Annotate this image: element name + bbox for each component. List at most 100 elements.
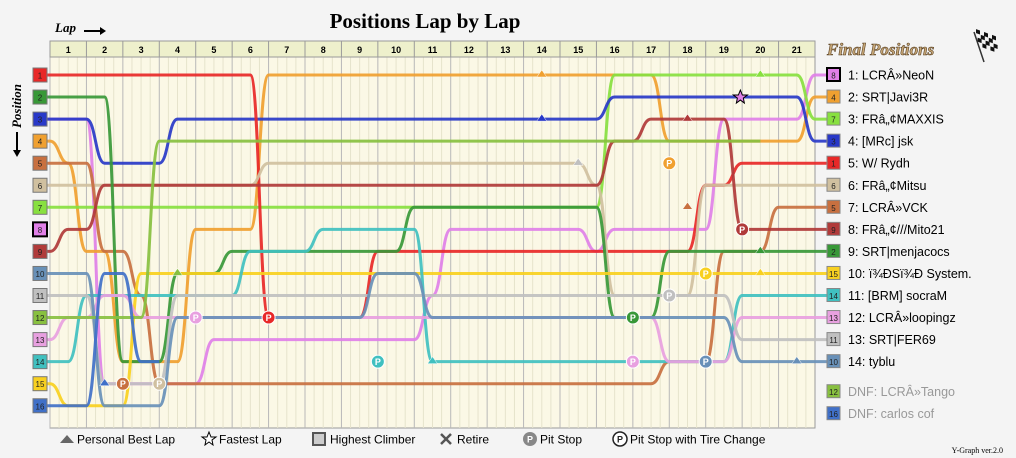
lap-number: 14 [537,45,547,55]
chart-title: Positions Lap by Lap [330,9,521,33]
final-grid-number: 3 [831,138,836,147]
lap-number: 5 [211,45,216,55]
fastest-lap-star [731,88,749,105]
final-grid-box [826,221,841,236]
highest-climber-icon [312,432,326,446]
pit-stop-label: P [266,313,272,323]
final-driver-label: 8: FRâ„¢///Mito21 [848,223,945,237]
pit-stop-label: P [703,269,709,279]
final-grid-number: 9 [831,226,836,235]
x-axis-label: Lap [54,20,76,35]
dnf-grid-number: 16 [829,410,838,419]
personal-best-icon [60,435,74,443]
pit-stop-marker [662,288,677,303]
final-driver-label: 2: SRT|Javi3R [848,91,928,105]
legend-label: Fastest Lap [219,433,282,447]
best-lap-marker [172,268,183,276]
lap-number: 8 [321,45,326,55]
series-line [46,95,835,364]
grid-position-box [32,177,48,193]
dnf-grid-number: 12 [829,388,838,397]
pit-stop-tire-icon: P [612,431,628,447]
final-grid-box [826,199,841,214]
pit-stop-label: P [156,379,162,389]
series-lines [46,73,835,408]
grid-position-number: 8 [38,226,43,235]
legend-label: Pit Stop [540,433,582,447]
final-driver-label: 9: SRT|menjacocs [848,245,950,259]
grid-position-box [32,265,48,281]
final-driver-label: 5: W/ Rydh [848,157,910,171]
lap-number: 9 [357,45,362,55]
grid-position-box [32,376,48,392]
grid-position-box [32,155,48,171]
final-grid-box [826,177,841,192]
grid-position-number: 15 [36,380,45,389]
lap-number: 11 [428,45,438,55]
final-grid-number: 11 [829,336,838,345]
pit-stop-label: P [120,379,126,389]
final-positions-title: Final Positions [826,40,935,59]
pit-stop-marker [735,222,750,237]
grid-position-number: 7 [38,204,43,213]
grid-position-box [32,89,48,105]
pit-stop-marker [370,354,385,369]
series-line [46,95,835,165]
y-axis-arrow [13,132,21,157]
pit-stop-icon: P [523,432,537,446]
final-driver-label: 11: [BRM] socraM [848,289,947,303]
final-grid-box [826,155,841,170]
best-lap-marker [791,356,803,364]
lap-number: 7 [284,45,289,55]
final-driver-label: 6: FRâ„¢Mitsu [848,179,927,193]
lap-header-row: 1 2 3 4 5 6 7 8 9 10 11 12 13 14 15 16 17 18 19 20 21 [49,40,816,58]
legend-label: Personal Best Lap [77,433,175,447]
series-line [46,139,761,320]
lap-number: 16 [610,45,620,55]
lap-number: 12 [464,45,474,55]
grid-position-number: 4 [38,138,43,147]
best-lap-marker [99,378,111,386]
pit-stop-label: P [630,357,636,367]
series-line [46,294,835,386]
grid-position-box [32,133,48,149]
pit-stop-label: P [630,313,636,323]
best-lap-marker [536,69,548,78]
grid-position-box [32,288,48,303]
final-grid-box [826,89,841,104]
pit-stop-marker [261,310,276,325]
dnf-driver-label: DNF: carlos cof [848,407,935,421]
grid-position-number: 1 [38,72,43,81]
final-grid-number: 5 [831,204,836,213]
lap-number: 18 [682,45,692,55]
lap-number: 10 [391,45,401,55]
grid-position-number: 2 [38,94,43,103]
retire-icon [440,433,452,445]
event-markers: P P P P P P P P P P P P [99,69,839,391]
grid-position-box [32,221,48,238]
svg-text:P: P [617,435,623,445]
pit-stop-label: P [739,225,745,235]
final-grid-number: 6 [831,182,836,191]
grid-position-number: 3 [38,116,43,125]
lap-number: 19 [719,45,729,55]
dnf-driver-label: DNF: LCRÂ»Tango [848,384,955,399]
lap-number: 3 [139,45,144,55]
final-grid-box [826,67,841,82]
final-driver-label: 13: SRT|FER69 [848,333,936,347]
final-grid-box [826,288,841,302]
pit-stop-label: P [375,357,381,367]
y-axis-label: Position [9,84,24,128]
lap-number: 20 [755,45,765,55]
final-grid-box [826,133,841,148]
final-driver-label: 7: LCRÂ»VCK [848,200,929,215]
final-driver-label: 12: LCRÂ»loopingz [848,310,956,325]
lap-number: 2 [102,45,107,55]
best-lap-marker [754,245,766,254]
best-lap-marker [682,201,693,210]
final-positions-panel: Final Positions 8 1: LCRÂ»NeoN 4 2: SRT|Javi… [826,29,998,421]
final-driver-label: 10: ï¾ÐSï¾Ð System. [848,267,972,281]
legend-label: Highest Climber [330,433,415,447]
